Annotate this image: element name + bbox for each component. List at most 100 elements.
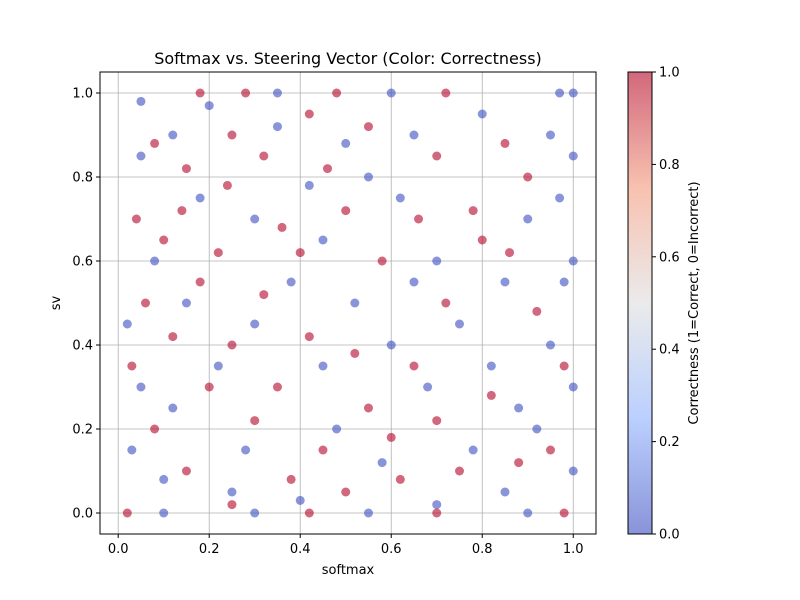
scatter-point xyxy=(204,382,214,392)
colorbar: 0.0 0.2 0.4 0.6 0.8 1.0 xyxy=(627,66,680,543)
scatter-point xyxy=(523,214,533,224)
scatter-point xyxy=(350,298,360,308)
scatter-point xyxy=(222,180,232,190)
scatter-point xyxy=(500,138,510,148)
scatter-point xyxy=(386,88,396,98)
scatter-point xyxy=(568,466,578,476)
scatter-point xyxy=(468,445,478,455)
colorbar-tick-label: 0.8 xyxy=(659,158,680,173)
scatter-point xyxy=(227,487,237,497)
y-tick-label: 0.8 xyxy=(72,171,93,186)
scatter-point xyxy=(272,382,282,392)
scatter-point xyxy=(259,290,269,300)
scatter-point xyxy=(250,416,260,426)
colorbar-tick-label: 0.6 xyxy=(659,250,680,265)
scatter-point xyxy=(514,403,524,413)
scatter-point xyxy=(136,151,146,161)
scatter-point xyxy=(568,151,578,161)
y-tick-label: 1.0 xyxy=(72,87,93,102)
scatter-point xyxy=(213,361,223,371)
scatter-point xyxy=(318,361,328,371)
scatter-point xyxy=(272,122,282,132)
scatter-point xyxy=(477,109,487,119)
colorbar-tick-label: 0.4 xyxy=(659,343,680,358)
scatter-point xyxy=(204,101,214,111)
scatter-point xyxy=(514,458,524,468)
scatter-point xyxy=(454,466,464,476)
scatter-point xyxy=(227,340,237,350)
scatter-point xyxy=(159,474,169,484)
scatter-point xyxy=(122,319,132,329)
scatter-point xyxy=(227,500,237,510)
x-axis: 0.0 0.2 0.4 0.6 0.8 1.0 xyxy=(108,534,584,557)
scatter-point xyxy=(332,88,342,98)
colorbar-tick-label: 0.0 xyxy=(659,528,680,543)
scatter-point xyxy=(141,298,151,308)
scatter-point xyxy=(423,382,433,392)
scatter-point xyxy=(441,298,451,308)
scatter-point xyxy=(486,361,496,371)
x-tick-label: 0.4 xyxy=(290,542,311,557)
scatter-point xyxy=(304,180,314,190)
scatter-point xyxy=(500,277,510,287)
scatter-point xyxy=(454,319,464,329)
scatter-point xyxy=(395,474,405,484)
scatter-point xyxy=(136,96,146,106)
scatter-point xyxy=(318,235,328,245)
scatter-point xyxy=(414,214,424,224)
scatter-point xyxy=(559,508,569,518)
scatter-point xyxy=(168,130,178,140)
scatter-point xyxy=(272,88,282,98)
scatter-point xyxy=(409,361,419,371)
scatter-point xyxy=(286,277,296,287)
x-tick-label: 0.6 xyxy=(381,542,402,557)
scatter-point xyxy=(477,235,487,245)
x-tick-label: 0.2 xyxy=(199,542,220,557)
scatter-point xyxy=(122,508,132,518)
x-tick-label: 0.8 xyxy=(472,542,493,557)
scatter-point xyxy=(350,348,360,358)
scatter-point xyxy=(159,508,169,518)
scatter-point xyxy=(532,424,542,434)
scatter-point xyxy=(532,306,542,316)
colorbar-tick-label: 1.0 xyxy=(659,66,680,81)
scatter-point xyxy=(177,206,187,216)
scatter-point xyxy=(468,206,478,216)
scatter-point xyxy=(432,508,442,518)
scatter-point xyxy=(568,382,578,392)
y-tick-label: 0.6 xyxy=(72,255,93,270)
x-axis-label: softmax xyxy=(322,563,375,578)
scatter-point xyxy=(195,277,205,287)
scatter-point xyxy=(363,172,373,182)
scatter-point xyxy=(323,164,333,174)
scatter-point xyxy=(241,88,251,98)
scatter-point xyxy=(159,235,169,245)
colorbar-label: Correctness (1=Correct, 0=Incorrect) xyxy=(687,181,702,424)
scatter-point xyxy=(341,487,351,497)
scatter-point xyxy=(559,277,569,287)
grid xyxy=(100,72,596,534)
scatter-point xyxy=(432,151,442,161)
data-points xyxy=(122,88,578,518)
scatter-point xyxy=(568,88,578,98)
scatter-point xyxy=(568,256,578,266)
scatter-point xyxy=(559,361,569,371)
scatter-point xyxy=(127,361,137,371)
scatter-point xyxy=(432,500,442,510)
scatter-point xyxy=(386,432,396,442)
scatter-point xyxy=(286,474,296,484)
scatter-point xyxy=(395,193,405,203)
scatter-point xyxy=(555,193,565,203)
scatter-point xyxy=(523,172,533,182)
scatter-point xyxy=(150,256,160,266)
scatter-point xyxy=(377,458,387,468)
scatter-point xyxy=(295,495,305,505)
scatter-point xyxy=(136,382,146,392)
colorbar-gradient xyxy=(628,72,652,534)
scatter-point xyxy=(127,445,137,455)
x-tick-label: 0.0 xyxy=(108,542,129,557)
colorbar-frame xyxy=(627,71,653,535)
scatter-point xyxy=(341,138,351,148)
scatter-point xyxy=(363,508,373,518)
